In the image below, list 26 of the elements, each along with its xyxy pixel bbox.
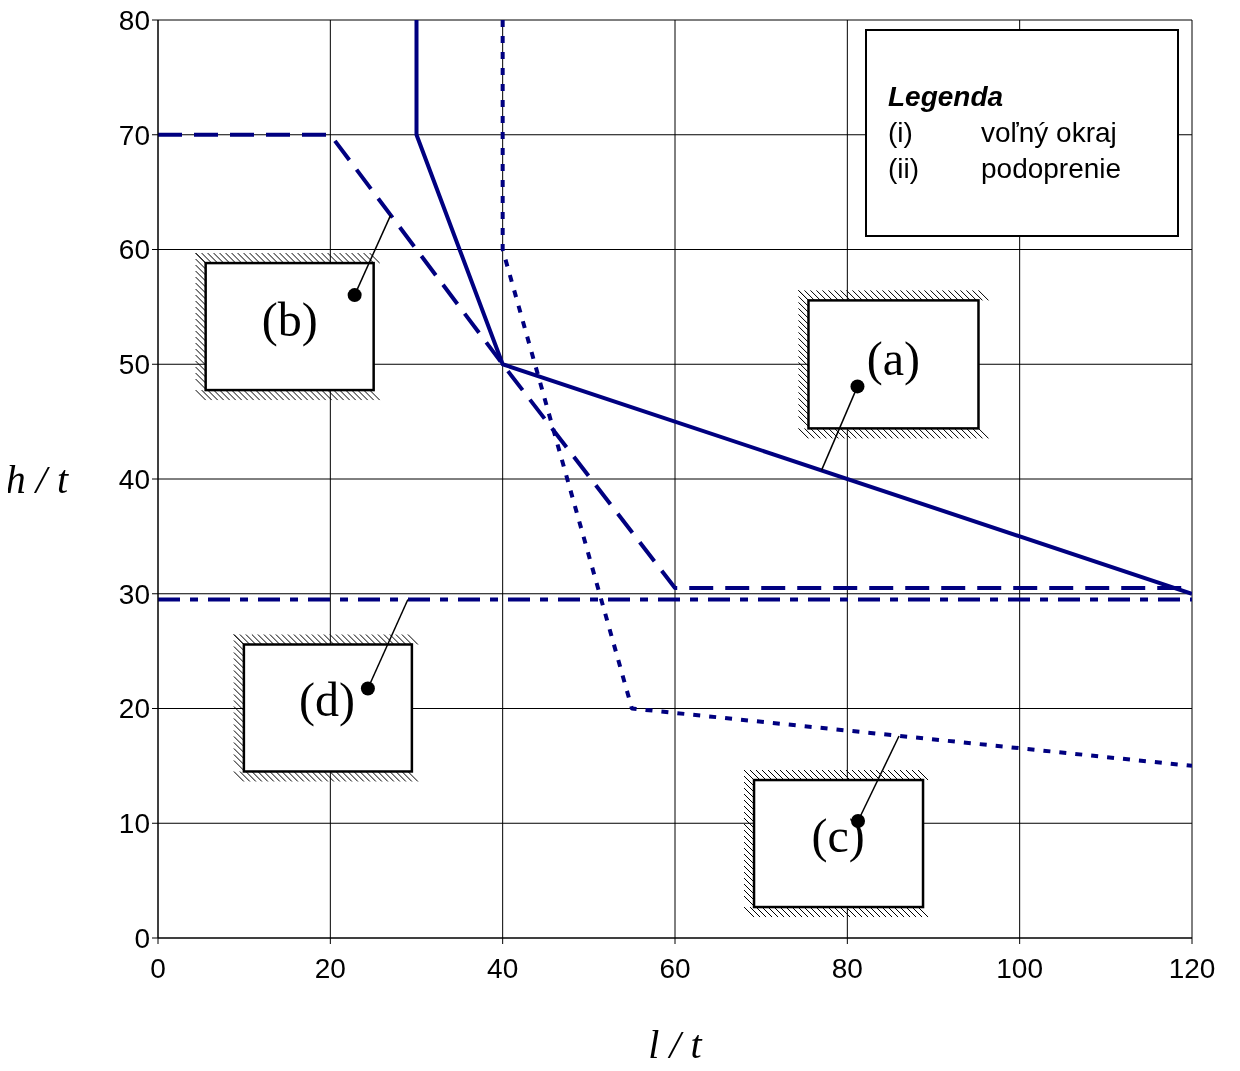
x-tick-label: 60 (659, 952, 691, 984)
y-tick-label: 20 (118, 693, 150, 725)
x-tick-label: 120 (1168, 952, 1216, 984)
y-tick-label: 10 (118, 808, 150, 840)
annotation: podoprenie (981, 153, 1122, 184)
y-tick-label: 80 (118, 4, 150, 36)
annotation: (c) (811, 809, 865, 864)
y-tick-label: 40 (118, 463, 150, 495)
annotation: Legenda (888, 81, 1004, 112)
annotation: (i) (888, 117, 913, 148)
y-tick-label: 50 (118, 349, 150, 381)
annotation: (a) (866, 332, 921, 387)
y-tick-label: 60 (118, 234, 150, 266)
x-axis-title: l / t (648, 1022, 703, 1067)
x-tick-label: 80 (831, 952, 863, 984)
y-axis-title: h / t (5, 457, 69, 503)
y-tick-label: 0 (134, 922, 150, 954)
x-tick-label: 20 (314, 952, 346, 984)
x-tick-label: 40 (487, 952, 519, 984)
annotation: (b) (261, 293, 318, 348)
y-tick-label: 30 (118, 578, 150, 610)
annotation: (ii) (888, 153, 920, 184)
annotation: (d) (298, 673, 355, 728)
y-tick-label: 70 (118, 119, 150, 151)
annotation: voľný okraj (981, 117, 1117, 148)
x-tick-label: 100 (996, 952, 1044, 984)
